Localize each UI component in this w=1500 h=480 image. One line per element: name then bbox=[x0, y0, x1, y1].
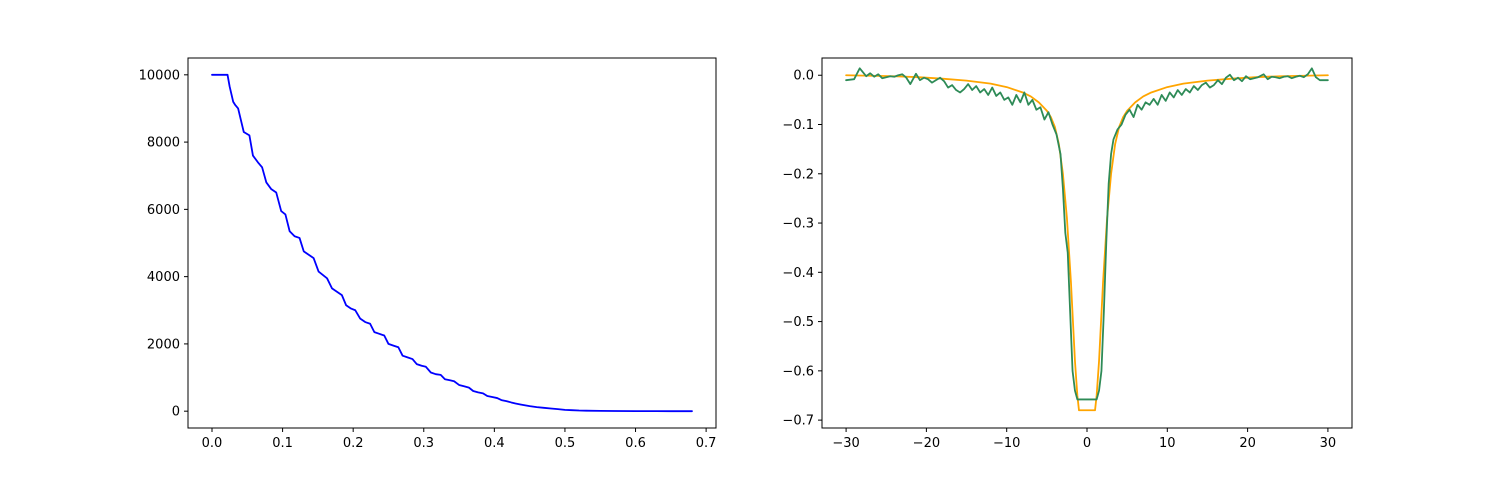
right-chart-panel: −30 −20 −10 0 10 20 30 0.0 −0.1 −0.2 −0.3 −0.4 −0.5 −… bbox=[782, 57, 1353, 451]
right-x-tick-label: 30 bbox=[1320, 436, 1337, 451]
right-x-tick-label: 0 bbox=[1083, 436, 1091, 451]
right-y-tick-label: 0.0 bbox=[793, 69, 814, 84]
right-y-tick-label: −0.4 bbox=[782, 266, 814, 281]
right-x-tick-label: −10 bbox=[993, 436, 1020, 451]
left-x-tick-label: 0.2 bbox=[343, 436, 364, 451]
right-y-tick-label: −0.3 bbox=[782, 217, 814, 232]
left-x-tick-label: 0.3 bbox=[413, 436, 434, 451]
left-y-tick-label: 2000 bbox=[147, 337, 180, 352]
right-x-tick-label: 10 bbox=[1159, 436, 1176, 451]
left-x-tick-label: 0.7 bbox=[696, 436, 717, 451]
left-x-tick-label: 0.5 bbox=[555, 436, 576, 451]
left-y-tick-label: 4000 bbox=[147, 270, 180, 285]
left-y-tick-label: 8000 bbox=[147, 136, 180, 151]
right-y-tick-label: −0.2 bbox=[782, 167, 814, 182]
left-x-tick-label: 0.1 bbox=[272, 436, 293, 451]
right-y-tick-label: −0.6 bbox=[782, 364, 814, 379]
right-series-line-1 bbox=[845, 67, 1329, 401]
left-axes-frame bbox=[187, 57, 717, 429]
left-series-line-0 bbox=[211, 73, 693, 413]
right-series-line-0 bbox=[845, 74, 1329, 412]
left-chart-panel: 0.0 0.1 0.2 0.3 0.4 0.5 0.6 0.7 0 2000 4000 6000 800… bbox=[139, 57, 717, 451]
right-x-tick-label: −30 bbox=[832, 436, 859, 451]
left-y-tick-label: 10000 bbox=[139, 68, 180, 83]
left-x-tick-label: 0.0 bbox=[202, 436, 223, 451]
left-x-tick-label: 0.6 bbox=[625, 436, 646, 451]
right-x-tick-label: −20 bbox=[913, 436, 940, 451]
right-y-tick-label: −0.7 bbox=[782, 414, 814, 429]
right-y-tick-label: −0.5 bbox=[782, 315, 814, 330]
right-x-tick-label: 20 bbox=[1239, 436, 1256, 451]
left-y-tick-label: 6000 bbox=[147, 203, 180, 218]
left-y-tick-label: 0 bbox=[172, 405, 180, 420]
left-x-tick-label: 0.4 bbox=[484, 436, 505, 451]
right-y-tick-label: −0.1 bbox=[782, 118, 814, 133]
